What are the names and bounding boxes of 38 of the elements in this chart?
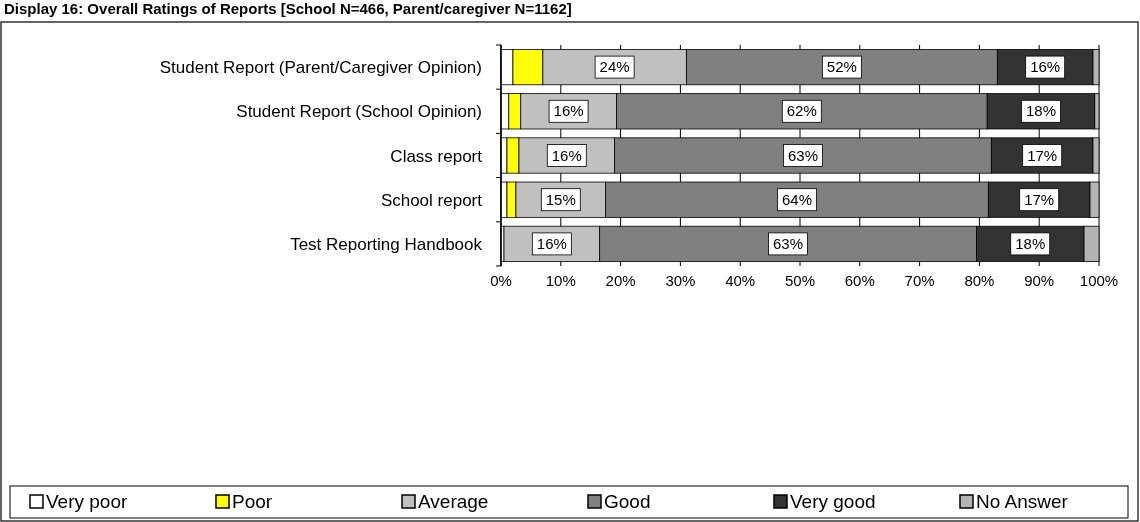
x-tick-label: 0% — [490, 272, 512, 289]
y-tick-label: Class report — [390, 146, 483, 166]
data-label: 52% — [826, 58, 857, 76]
x-tick-label: 50% — [784, 272, 816, 289]
data-label: 63% — [773, 234, 804, 252]
legend-label: No Answer — [976, 491, 1069, 512]
x-tick-label: 20% — [605, 272, 636, 289]
data-label: 16% — [536, 234, 567, 252]
data-label: 17% — [1027, 146, 1058, 164]
x-tick-label: 10% — [545, 272, 576, 289]
data-label: 16% — [1030, 58, 1061, 76]
data-label: 17% — [1024, 190, 1055, 208]
data-label: 18% — [1015, 234, 1046, 252]
legend-label: Very poor — [46, 491, 128, 512]
x-tick-label: 40% — [725, 272, 756, 289]
data-label: 64% — [781, 190, 813, 208]
x-tick-label: 90% — [1024, 272, 1055, 289]
legend-label: Very good — [790, 491, 876, 512]
data-label: 16% — [553, 102, 584, 120]
data-label: 16% — [551, 146, 582, 164]
text: Display 16: Overall Ratings of Reports [School N=466, Parent/caregiver N=1162] — [4, 0, 572, 17]
y-tick-label: School report — [380, 190, 483, 210]
x-tick-label: 70% — [904, 272, 935, 289]
x-tick-label: 30% — [665, 272, 696, 289]
data-label: 15% — [545, 190, 576, 208]
data-label: 18% — [1025, 102, 1057, 120]
data-label: 62% — [786, 102, 817, 120]
data-label: 24% — [599, 58, 630, 76]
legend-label: Poor — [232, 491, 273, 512]
y-tick-label: Test Reporting Handbook — [290, 234, 483, 254]
y-tick-label: Student Report (School Opinion) — [236, 102, 482, 122]
x-tick-label: 80% — [964, 272, 995, 289]
data-label: 63% — [787, 146, 819, 164]
legend-label: Average — [418, 491, 489, 512]
x-tick-label: 60% — [844, 272, 875, 289]
legend-label: Good — [604, 491, 651, 512]
y-tick-label: Student Report (Parent/Caregiver Opinion) — [159, 58, 482, 78]
x-tick-label: 100% — [1079, 272, 1119, 289]
